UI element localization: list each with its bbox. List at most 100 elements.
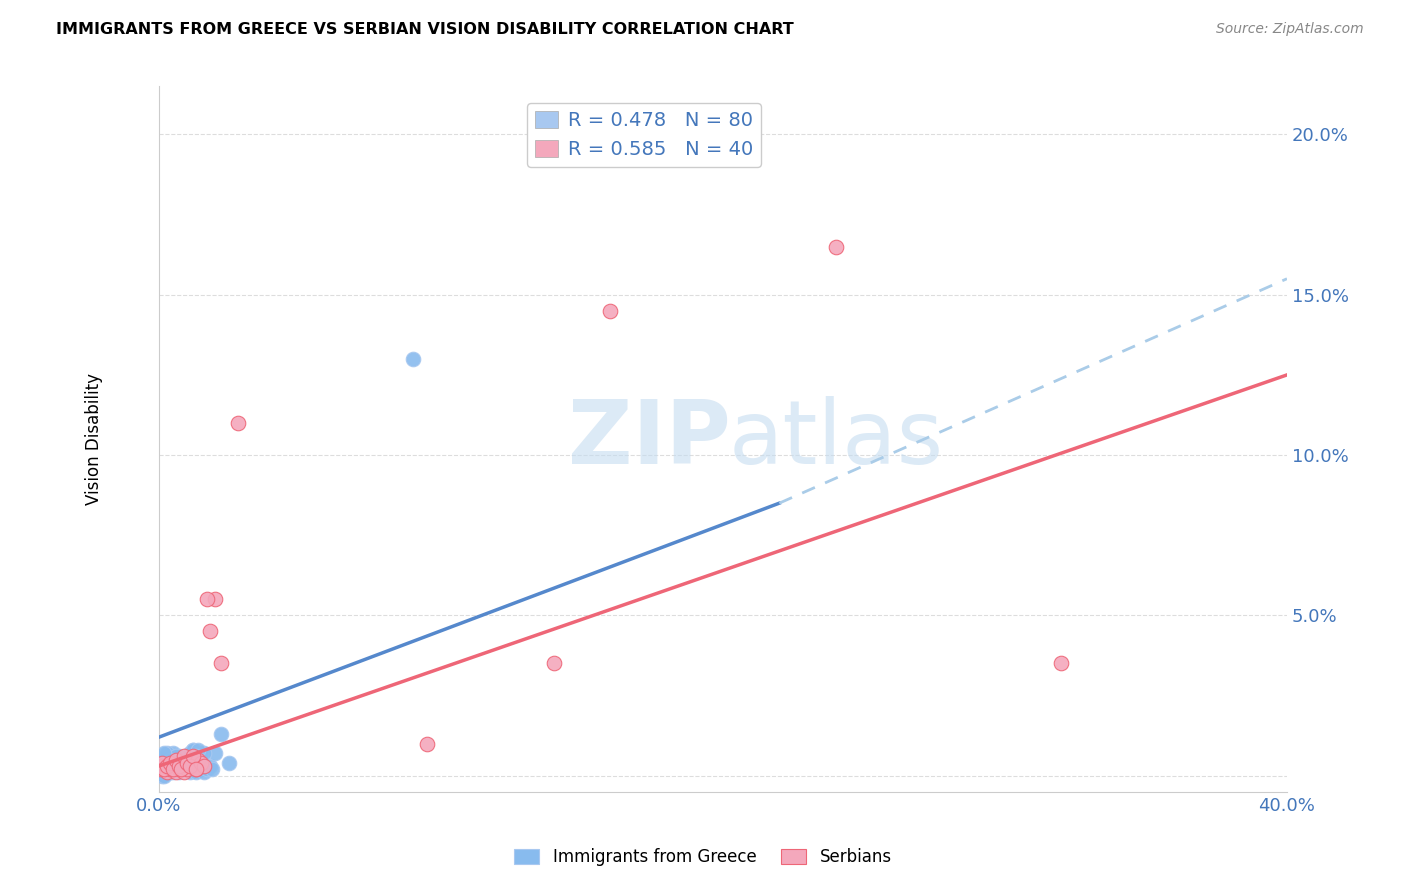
- Point: [165, 765, 187, 780]
- Point: [190, 756, 212, 770]
- Point: [181, 753, 204, 767]
- Point: [184, 749, 207, 764]
- Point: [170, 762, 193, 776]
- Point: [193, 759, 215, 773]
- Point: [179, 756, 201, 770]
- Point: [159, 765, 181, 780]
- Text: IMMIGRANTS FROM GREECE VS SERBIAN VISION DISABILITY CORRELATION CHART: IMMIGRANTS FROM GREECE VS SERBIAN VISION…: [56, 22, 794, 37]
- Point: [149, 762, 172, 776]
- Point: [165, 753, 187, 767]
- Point: [190, 762, 212, 776]
- Legend: R = 0.478   N = 80, R = 0.585   N = 40: R = 0.478 N = 80, R = 0.585 N = 40: [527, 103, 761, 167]
- Point: [156, 759, 179, 773]
- Point: [184, 762, 207, 776]
- Point: [162, 756, 184, 770]
- Point: [195, 762, 218, 776]
- Point: [170, 756, 193, 770]
- Point: [156, 762, 179, 776]
- Point: [150, 759, 173, 773]
- Point: [156, 765, 179, 780]
- Point: [159, 753, 181, 767]
- Point: [167, 762, 190, 776]
- Point: [159, 759, 181, 773]
- Point: [159, 762, 181, 776]
- Point: [167, 762, 190, 776]
- Point: [153, 762, 176, 776]
- Point: [218, 756, 240, 770]
- Point: [150, 759, 173, 773]
- Point: [162, 746, 184, 760]
- Point: [193, 765, 215, 780]
- Point: [181, 762, 204, 776]
- Point: [162, 759, 184, 773]
- Point: [165, 762, 187, 776]
- Point: [167, 765, 190, 780]
- Point: [156, 756, 179, 770]
- Point: [198, 624, 221, 639]
- Point: [204, 746, 226, 760]
- Point: [162, 762, 184, 776]
- Point: [162, 762, 184, 776]
- Point: [153, 756, 176, 770]
- Point: [184, 765, 207, 780]
- Point: [170, 762, 193, 776]
- Point: [402, 351, 425, 366]
- Point: [173, 759, 195, 773]
- Point: [184, 762, 207, 776]
- Point: [179, 753, 201, 767]
- Point: [167, 749, 190, 764]
- Point: [159, 756, 181, 770]
- Point: [181, 759, 204, 773]
- Point: [149, 765, 172, 780]
- Point: [153, 769, 176, 783]
- Point: [162, 759, 184, 773]
- Point: [543, 657, 565, 671]
- Point: [153, 762, 176, 776]
- Point: [204, 592, 226, 607]
- Point: [162, 765, 184, 780]
- Point: [176, 762, 198, 776]
- Point: [159, 762, 181, 776]
- Point: [170, 759, 193, 773]
- Point: [170, 759, 193, 773]
- Point: [165, 759, 187, 773]
- Point: [167, 759, 190, 773]
- Point: [173, 759, 195, 773]
- Point: [179, 759, 201, 773]
- Text: ZIP: ZIP: [568, 395, 731, 483]
- Point: [187, 743, 209, 757]
- Point: [176, 756, 198, 770]
- Point: [150, 753, 173, 767]
- Point: [153, 762, 176, 776]
- Point: [179, 756, 201, 770]
- Point: [198, 759, 221, 773]
- Point: [184, 749, 207, 764]
- Point: [156, 759, 179, 773]
- Point: [159, 759, 181, 773]
- Point: [156, 765, 179, 780]
- Point: [162, 762, 184, 776]
- Point: [416, 737, 439, 751]
- Point: [159, 765, 181, 780]
- Point: [173, 759, 195, 773]
- Point: [170, 762, 193, 776]
- Point: [156, 765, 179, 780]
- Point: [193, 746, 215, 760]
- Point: [187, 753, 209, 767]
- Point: [153, 765, 176, 780]
- Point: [195, 592, 218, 607]
- Point: [201, 762, 224, 776]
- Point: [156, 746, 179, 760]
- Point: [173, 749, 195, 764]
- Point: [209, 657, 232, 671]
- Point: [179, 746, 201, 760]
- Point: [153, 759, 176, 773]
- Point: [179, 765, 201, 780]
- Point: [153, 762, 176, 776]
- Point: [181, 743, 204, 757]
- Point: [226, 416, 249, 430]
- Point: [181, 743, 204, 757]
- Point: [176, 749, 198, 764]
- Point: [173, 765, 195, 780]
- Y-axis label: Vision Disability: Vision Disability: [86, 373, 103, 505]
